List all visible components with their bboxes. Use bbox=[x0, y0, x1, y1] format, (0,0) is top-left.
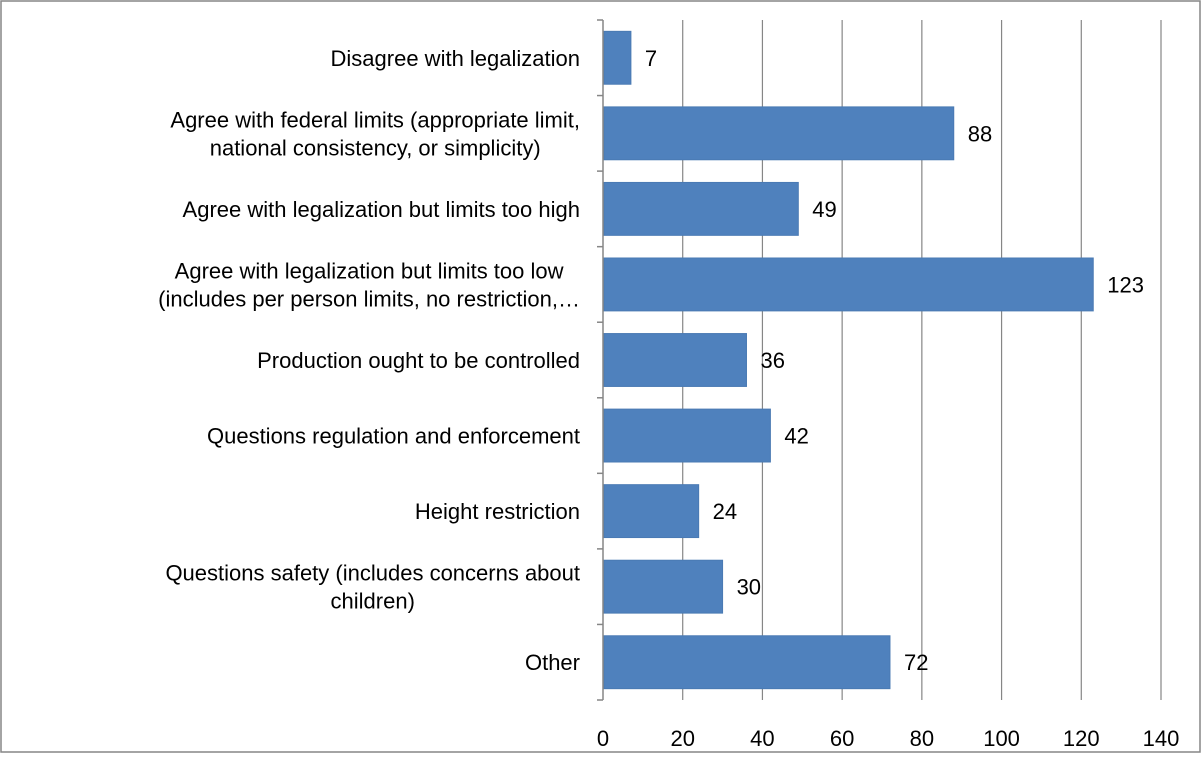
bar-6 bbox=[603, 484, 700, 539]
x-tick-label-100: 100 bbox=[983, 726, 1020, 751]
axes bbox=[597, 19, 604, 701]
category-label-3-line-0: Agree with legalization but limits too l… bbox=[175, 258, 564, 283]
bar-2 bbox=[603, 181, 799, 236]
bars bbox=[603, 30, 1094, 690]
value-label-2: 49 bbox=[812, 197, 836, 222]
value-label-4: 36 bbox=[760, 348, 784, 373]
category-label-4-line-0: Production ought to be controlled bbox=[257, 348, 580, 373]
category-label-1-line-0: Agree with federal limits (appropriate l… bbox=[170, 107, 580, 132]
bar-3 bbox=[603, 257, 1094, 312]
category-label-0-line-0: Disagree with legalization bbox=[331, 46, 580, 71]
category-label-3: Agree with legalization but limits too l… bbox=[158, 258, 580, 311]
x-tick-label-0: 0 bbox=[597, 726, 609, 751]
category-label-5-line-0: Questions regulation and enforcement bbox=[207, 424, 580, 449]
category-label-2-line-0: Agree with legalization but limits too h… bbox=[183, 197, 580, 222]
x-tick-label-20: 20 bbox=[670, 726, 694, 751]
value-label-6: 24 bbox=[713, 499, 737, 524]
category-label-5: Questions regulation and enforcement bbox=[207, 424, 580, 449]
value-label-1: 88 bbox=[968, 121, 992, 146]
bar-7 bbox=[603, 559, 724, 614]
bar-4 bbox=[603, 333, 747, 387]
category-label-7: Questions safety (includes concerns abou… bbox=[165, 561, 580, 614]
category-label-1: Agree with federal limits (appropriate l… bbox=[170, 107, 580, 160]
bar-5 bbox=[603, 408, 771, 463]
value-label-8: 72 bbox=[904, 650, 928, 675]
category-label-2: Agree with legalization but limits too h… bbox=[183, 197, 580, 222]
bar-8 bbox=[603, 635, 891, 690]
bar-0 bbox=[603, 30, 632, 85]
category-label-7-line-0: Questions safety (includes concerns abou… bbox=[165, 561, 580, 586]
x-tick-label-140: 140 bbox=[1143, 726, 1180, 751]
x-tick-label-40: 40 bbox=[750, 726, 774, 751]
category-label-6-line-0: Height restriction bbox=[415, 499, 580, 524]
category-label-0: Disagree with legalization bbox=[331, 46, 580, 71]
value-label-7: 30 bbox=[737, 575, 761, 600]
category-label-6: Height restriction bbox=[415, 499, 580, 524]
category-label-7-line-1: children) bbox=[331, 589, 415, 614]
value-label-0: 7 bbox=[645, 46, 657, 71]
labels: 0 20 40 60 80 100 120 140 7 Disagree with legaliz… bbox=[158, 46, 1179, 751]
bar-1 bbox=[603, 106, 955, 161]
x-tick-label-80: 80 bbox=[910, 726, 934, 751]
value-label-3: 123 bbox=[1107, 272, 1144, 297]
value-label-5: 42 bbox=[784, 424, 808, 449]
category-label-1-line-1: national consistency, or simplicity) bbox=[210, 135, 541, 160]
category-label-8: Other bbox=[525, 650, 580, 675]
category-label-4: Production ought to be controlled bbox=[257, 348, 580, 373]
x-tick-label-120: 120 bbox=[1063, 726, 1100, 751]
category-label-8-line-0: Other bbox=[525, 650, 580, 675]
category-label-3-line-1: (includes per person limits, no restrict… bbox=[158, 286, 580, 311]
x-tick-label-60: 60 bbox=[830, 726, 854, 751]
